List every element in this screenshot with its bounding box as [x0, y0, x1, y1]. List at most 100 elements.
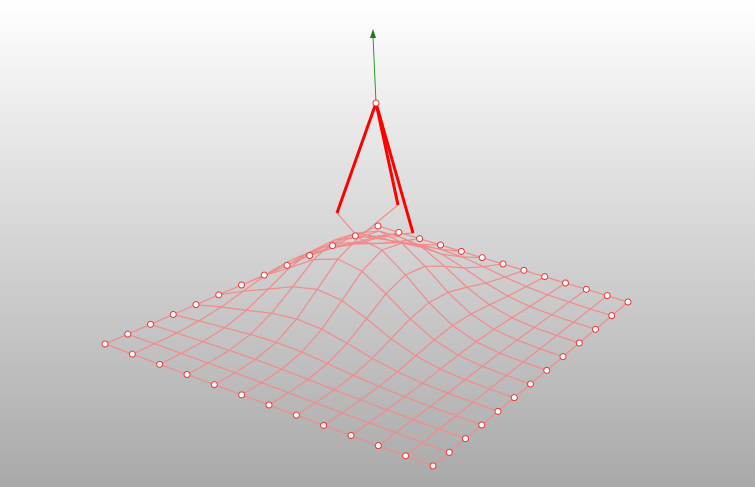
cable [332, 243, 355, 249]
cable [327, 362, 354, 376]
cable [493, 317, 513, 330]
cable [452, 313, 472, 327]
node [478, 421, 486, 429]
cable [275, 318, 298, 343]
cable [378, 230, 400, 238]
cable [483, 266, 506, 278]
cable [341, 300, 367, 320]
cable [475, 341, 500, 354]
cable [401, 242, 423, 248]
cable [355, 230, 380, 234]
cable [250, 333, 277, 343]
cable [332, 242, 355, 245]
mast-cable [335, 102, 378, 214]
cable [341, 412, 370, 424]
cable [447, 379, 466, 394]
node [510, 394, 518, 402]
node [395, 228, 403, 236]
cable [399, 236, 421, 246]
cable [529, 294, 548, 307]
cable [526, 286, 548, 296]
cable [243, 274, 266, 292]
node [238, 391, 246, 399]
cable [181, 352, 209, 364]
cable [267, 267, 291, 290]
cable [224, 309, 247, 329]
cable [173, 313, 200, 322]
cable [243, 288, 269, 292]
node [215, 291, 223, 299]
cable [504, 276, 527, 288]
node [429, 462, 437, 470]
cable [214, 372, 236, 386]
axis-arrow [372, 35, 377, 104]
node [543, 366, 551, 374]
cable-net [104, 204, 629, 467]
cable [346, 318, 367, 344]
cable [268, 404, 297, 416]
cable [523, 269, 545, 278]
cable [241, 382, 263, 396]
cable [424, 265, 449, 293]
node [169, 311, 177, 318]
cable [358, 232, 414, 239]
cable [401, 242, 426, 267]
cable [430, 405, 457, 417]
cable [332, 235, 356, 247]
cable [461, 250, 483, 259]
cable [595, 315, 613, 330]
cable [546, 356, 564, 371]
node [238, 281, 245, 289]
cable [249, 312, 272, 335]
cable [530, 369, 548, 385]
mast-cable [374, 102, 415, 234]
cable [547, 282, 566, 296]
cable [472, 401, 499, 412]
cable [606, 295, 629, 303]
cable [395, 419, 414, 434]
axis-arrow-head [370, 29, 376, 38]
cable [565, 282, 587, 290]
cable [428, 302, 454, 326]
cable [493, 328, 518, 341]
cable [313, 258, 338, 261]
cable [441, 253, 465, 269]
cable [506, 374, 531, 385]
node [128, 350, 136, 358]
cable [481, 410, 499, 426]
cable [261, 382, 289, 394]
cable [132, 353, 160, 365]
cable [551, 314, 574, 323]
cable [497, 397, 515, 412]
cable [104, 343, 133, 355]
node [494, 407, 502, 415]
mast-cables [335, 29, 415, 234]
cable [360, 399, 387, 411]
cable [539, 348, 564, 358]
cable [447, 291, 472, 315]
cable [176, 332, 204, 343]
node [559, 353, 567, 361]
cable [307, 378, 335, 391]
cable [433, 325, 453, 341]
cable [334, 389, 361, 401]
cable [385, 293, 411, 320]
cable [432, 451, 450, 467]
cable [562, 342, 580, 358]
cable [354, 236, 378, 244]
cable [315, 402, 343, 414]
cable [154, 332, 178, 345]
cable [195, 304, 222, 308]
cable [281, 351, 303, 370]
cable [428, 291, 449, 304]
cable [307, 363, 328, 380]
cable [368, 409, 388, 424]
node [541, 273, 549, 281]
cable [309, 247, 333, 254]
cable [415, 339, 435, 357]
cable [405, 455, 434, 467]
cable [465, 424, 483, 440]
cable [422, 428, 440, 443]
cable [568, 288, 587, 303]
